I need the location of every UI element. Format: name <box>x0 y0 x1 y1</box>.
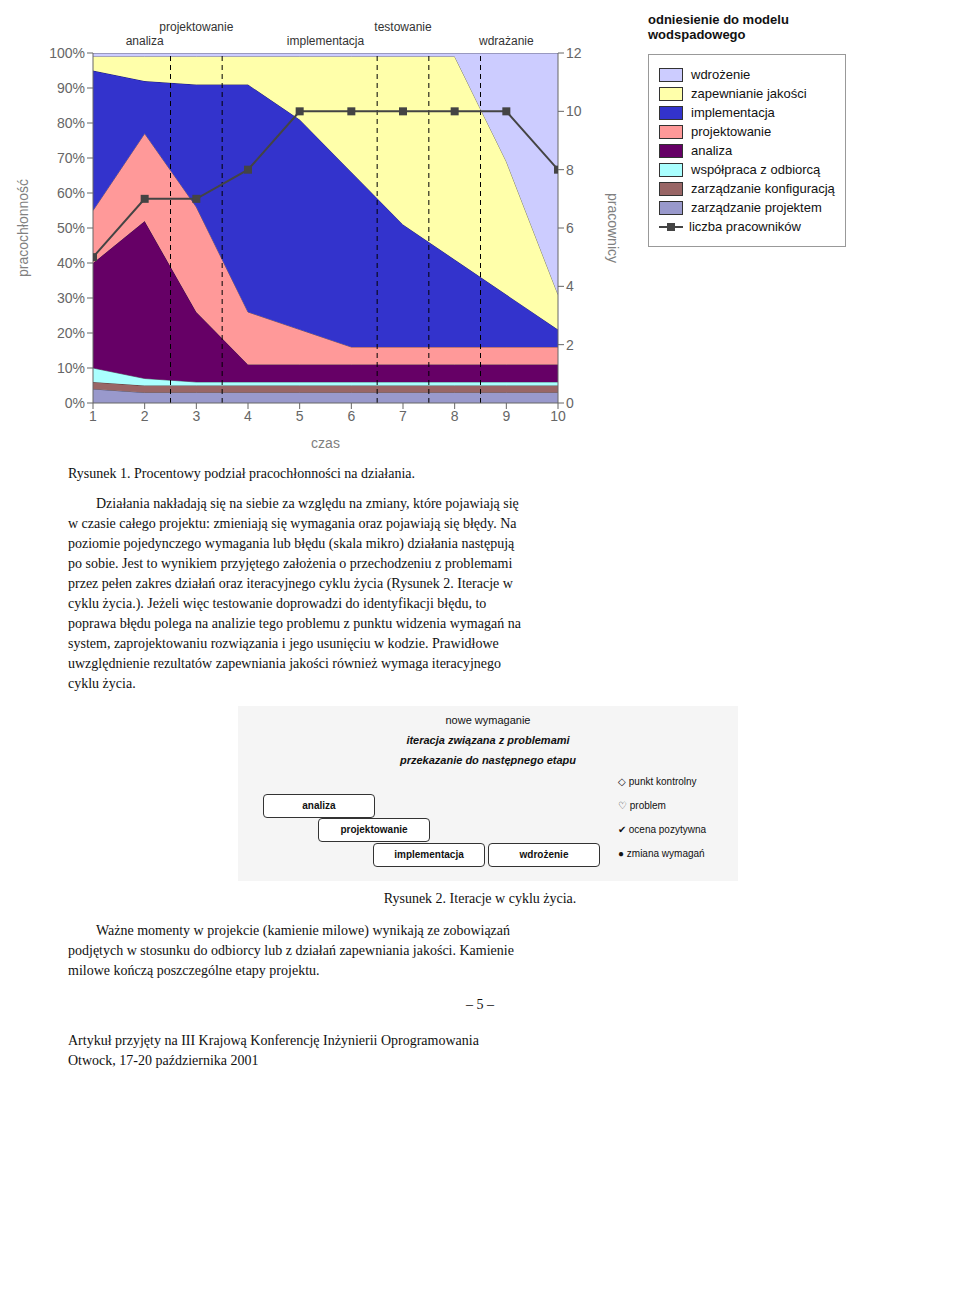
svg-text:1: 1 <box>89 408 97 424</box>
svg-text:10%: 10% <box>57 360 85 376</box>
svg-text:30%: 30% <box>57 290 85 306</box>
html-text:poziomie pojedynczego wymagani: poziomie pojedynczego wymagania lub błęd… <box>68 536 515 551</box>
html-text:uwzględnienie rezultatów zapew: uwzględnienie rezultatów zapewniania jak… <box>68 656 501 671</box>
html-text:zarządzanie konfiguracją: zarządzanie konfiguracją <box>691 181 835 196</box>
html-text:po sobie. Jest to wynikiem prz: po sobie. Jest to wynikiem przyjętego za… <box>68 556 513 571</box>
svg-text:implementacja: implementacja <box>287 34 365 48</box>
html-text:Działania nakładają się na sie: Działania nakładają się na siebie za wzg… <box>96 496 519 511</box>
svg-text:6: 6 <box>347 408 355 424</box>
html-text:zapewnianie jakości: zapewnianie jakości <box>691 86 807 101</box>
html-text:Otwock, 17-20 października 200: Otwock, 17-20 października 2001 <box>68 1053 259 1068</box>
html-text:implementacja: implementacja <box>394 848 464 860</box>
svg-text:9: 9 <box>502 408 510 424</box>
html-text:– 5 –: – 5 – <box>466 997 494 1012</box>
html-text:● zmiana wymagań: ● zmiana wymagań <box>618 848 705 859</box>
html-text:wdrożenie: wdrożenie <box>519 848 569 860</box>
html-text:implementacja: implementacja <box>691 105 775 120</box>
html-text:cyklu życia.). Jeżeli więc tes: cyklu życia.). Jeżeli więc testowanie do… <box>68 596 487 611</box>
html-text:iteracja związana z problemami: iteracja związana z problemami <box>406 734 570 746</box>
svg-text:20%: 20% <box>57 325 85 341</box>
html-text:współpraca z odbiorcą: współpraca z odbiorcą <box>691 162 821 177</box>
html-text:♡ problem: ♡ problem <box>618 800 666 811</box>
svg-text:40%: 40% <box>57 255 85 271</box>
svg-text:4: 4 <box>244 408 252 424</box>
html-text:liczba pracowników: liczba pracowników <box>689 219 801 234</box>
svg-text:100%: 100% <box>49 45 85 61</box>
svg-text:8: 8 <box>566 162 574 178</box>
html-text:Artykuł przyjęty na III Krajow: Artykuł przyjęty na III Krajową Konferen… <box>68 1033 479 1048</box>
svg-text:80%: 80% <box>57 115 85 131</box>
svg-text:analiza: analiza <box>126 34 164 48</box>
html-text:przez pełen zakres działań ora: przez pełen zakres działań oraz iteracyj… <box>68 576 513 591</box>
html-text:poprawa błędu polega na analiz: poprawa błędu polega na analizie tego pr… <box>68 616 521 631</box>
html-text:system, zaprojektowaniu rozwią: system, zaprojektowaniu rozwiązania i je… <box>68 636 499 651</box>
html-text:przekazanie do następnego etap: przekazanie do następnego etapu <box>400 754 576 766</box>
svg-text:pracownicy: pracownicy <box>605 193 621 263</box>
html-text:projektowanie: projektowanie <box>691 124 772 139</box>
svg-text:6: 6 <box>566 220 574 236</box>
svg-text:4: 4 <box>566 278 574 294</box>
svg-text:10: 10 <box>566 103 582 119</box>
html-text:nowe wymaganie: nowe wymaganie <box>445 714 531 726</box>
html-text:cyklu życia.: cyklu życia. <box>68 676 136 691</box>
html-text:podjętych w stosunku do odbior: podjętych w stosunku do odbiorcy lub z d… <box>68 943 514 958</box>
svg-text:projektowanie: projektowanie <box>159 20 233 34</box>
svg-text:90%: 90% <box>57 80 85 96</box>
html-text:✔ ocena pozytywna: ✔ ocena pozytywna <box>618 824 707 835</box>
svg-text:0%: 0% <box>65 395 85 411</box>
svg-text:70%: 70% <box>57 150 85 166</box>
svg-text:7: 7 <box>399 408 407 424</box>
svg-text:60%: 60% <box>57 185 85 201</box>
html-text:analiza: analiza <box>691 143 733 158</box>
svg-text:3: 3 <box>192 408 200 424</box>
svg-text:0: 0 <box>566 395 574 411</box>
html-text:projektowanie: projektowanie <box>340 824 408 835</box>
svg-text:12: 12 <box>566 45 582 61</box>
svg-text:pracochłonność: pracochłonność <box>15 179 31 277</box>
html-text:odniesienie do modelu wodspado: odniesienie do modelu wodspadowego <box>648 12 789 42</box>
svg-text:testowanie: testowanie <box>374 20 432 34</box>
html-text:◇ punkt kontrolny: ◇ punkt kontrolny <box>618 776 697 787</box>
svg-text:wdrażanie: wdrażanie <box>478 34 534 48</box>
html-text:analiza: analiza <box>302 799 336 811</box>
html-text:Rysunek 2. Iteracje w cyklu ży: Rysunek 2. Iteracje w cyklu życia. <box>383 891 577 906</box>
html-text:zarządzanie projektem: zarządzanie projektem <box>691 200 822 215</box>
svg-text:2: 2 <box>141 408 149 424</box>
svg-text:50%: 50% <box>57 220 85 236</box>
svg-text:8: 8 <box>451 408 459 424</box>
svg-text:2: 2 <box>566 337 574 353</box>
svg-text:5: 5 <box>296 408 304 424</box>
svg-text:czas: czas <box>311 435 340 451</box>
html-text:Ważne momenty w projekcie (kam: Ważne momenty w projekcie (kamienie milo… <box>96 923 510 938</box>
html-text:Rysunek 1. Procentowy podział: Rysunek 1. Procentowy podział pracochłon… <box>68 466 415 481</box>
html-text:milowe kończą poszczególne eta: milowe kończą poszczególne etapy projekt… <box>68 963 320 978</box>
html-text:wdrożenie: wdrożenie <box>691 67 751 82</box>
html-text:w czasie całego projektu: zmie: w czasie całego projektu: zmieniają się … <box>68 516 517 531</box>
svg-text:10: 10 <box>550 408 566 424</box>
